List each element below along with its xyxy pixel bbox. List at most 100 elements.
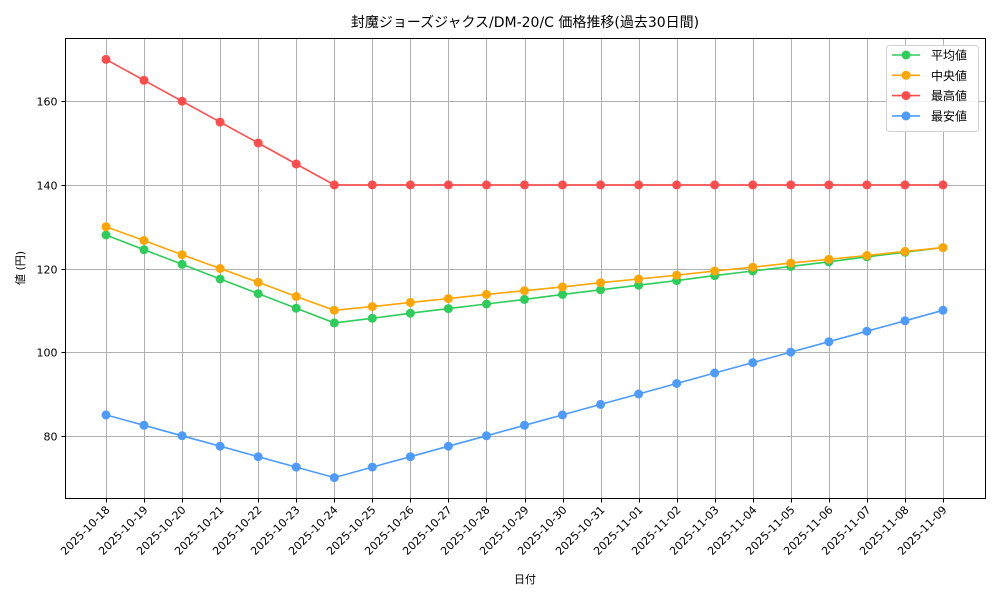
y-tick-label: 140 [37, 180, 58, 193]
series-0 [101, 230, 948, 328]
data-point [558, 289, 567, 299]
data-point [558, 282, 567, 292]
data-point [101, 222, 111, 232]
data-point [596, 180, 606, 190]
legend-label: 最高値 [931, 88, 967, 103]
data-point [710, 180, 720, 190]
data-point [634, 180, 644, 190]
data-point [482, 299, 491, 309]
legend-swatch-marker [901, 70, 911, 80]
data-point [291, 292, 301, 301]
data-point [710, 368, 720, 378]
data-point [520, 420, 529, 430]
legend-swatch-marker [901, 50, 911, 60]
data-point [748, 262, 758, 272]
data-point [596, 285, 606, 295]
data-point [482, 289, 491, 299]
data-point [558, 180, 567, 190]
data-point [520, 294, 529, 304]
data-point [824, 337, 834, 347]
data-point [862, 180, 872, 190]
data-point [482, 180, 491, 190]
chart-title: 封魔ジョーズジャクス/DM-20/C 価格推移(過去30日間) [351, 15, 699, 31]
data-point [329, 180, 339, 190]
legend-label: 中央値 [931, 68, 967, 83]
data-point [329, 318, 339, 328]
x-axis-label: 日付 [514, 573, 536, 586]
data-point [558, 410, 567, 420]
data-point [900, 180, 910, 190]
legend-box [886, 45, 979, 132]
y-axis-ticks: 80 100 120 140 160 [37, 96, 66, 444]
data-point [215, 274, 225, 284]
data-point [672, 379, 682, 388]
y-tick-label: 80 [44, 431, 58, 444]
data-point [101, 54, 111, 64]
series-line [105, 234, 944, 324]
data-point [938, 243, 948, 253]
data-point [596, 278, 606, 288]
data-point [443, 441, 453, 451]
y-tick-label: 160 [37, 96, 58, 109]
series-line [105, 58, 943, 186]
data-point [291, 303, 301, 313]
data-point [710, 266, 720, 276]
data-point [824, 254, 834, 264]
data-point [291, 462, 301, 472]
data-point [253, 452, 263, 462]
data-point [253, 277, 263, 287]
legend-swatch-marker [901, 91, 911, 101]
grid-lines [65, 38, 986, 499]
data-point [177, 259, 187, 269]
data-point [329, 473, 339, 483]
series-line [105, 309, 944, 479]
data-point [101, 410, 111, 420]
data-point [367, 180, 377, 190]
y-tick-label: 120 [37, 264, 58, 277]
data-point [177, 96, 187, 106]
data-point [862, 251, 872, 260]
legend-label: 最安値 [931, 108, 967, 123]
data-point [596, 399, 606, 409]
data-point [405, 308, 415, 318]
data-point [329, 305, 339, 315]
data-point [862, 326, 872, 336]
y-tick-label: 100 [37, 347, 58, 360]
data-point [139, 236, 149, 245]
data-point [215, 441, 225, 451]
data-point [938, 305, 948, 315]
data-point [253, 289, 263, 299]
data-point [520, 180, 529, 190]
data-point [367, 313, 377, 323]
data-point [634, 389, 644, 399]
data-point [672, 270, 682, 280]
data-point [900, 316, 910, 326]
legend-swatch-marker [901, 111, 911, 121]
x-axis-ticks: 2025-10-182025-10-192025-10-202025-10-21… [58, 498, 950, 558]
data-point [177, 250, 187, 260]
data-point [367, 462, 377, 472]
legend-label: 平均値 [931, 48, 967, 63]
data-point [405, 297, 415, 307]
data-point [443, 304, 453, 314]
data-point [215, 117, 225, 127]
data-point [367, 302, 377, 312]
data-point [139, 245, 149, 255]
data-point [900, 246, 910, 256]
series-3 [101, 305, 948, 483]
data-point [786, 347, 796, 357]
data-point [786, 258, 796, 268]
data-point [748, 180, 758, 190]
y-axis-label: 値 (円) [14, 251, 27, 285]
data-point [786, 180, 796, 190]
data-point [177, 431, 187, 441]
series-1 [101, 222, 948, 315]
data-point [824, 180, 834, 190]
data-point [215, 264, 225, 273]
data-point [139, 420, 149, 430]
series-2 [101, 54, 948, 190]
data-point [520, 286, 529, 296]
